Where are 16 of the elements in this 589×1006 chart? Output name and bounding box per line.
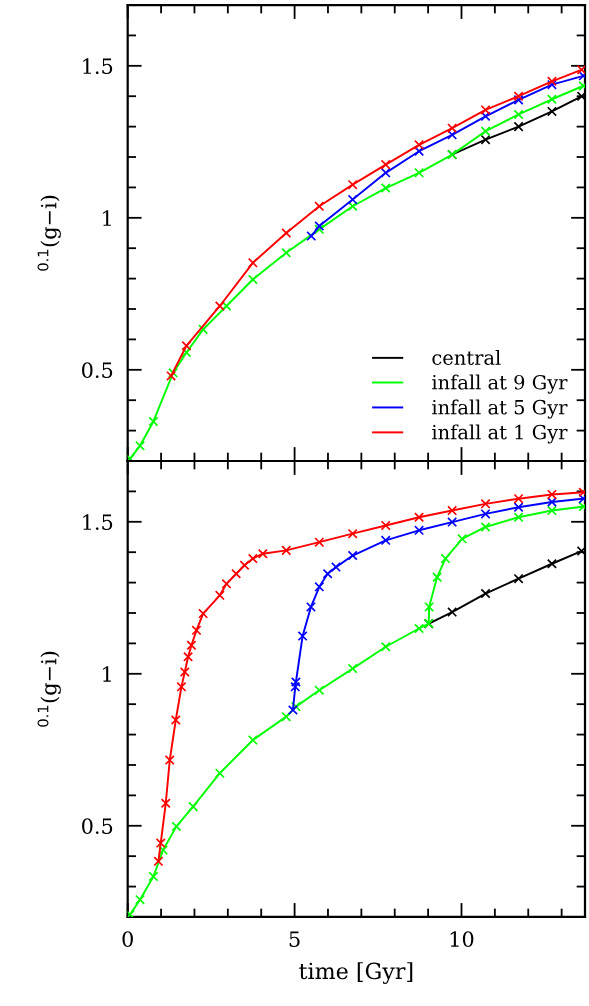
y-axis-title: $^{0.1}$(g−i)	[37, 651, 61, 727]
y-tick-label: 0.5	[82, 362, 113, 379]
y-tick-label: 1	[103, 666, 111, 682]
x-tick-label: 10	[450, 931, 474, 947]
y-tick-label: 1.5	[83, 58, 113, 75]
legend-label: infall at 1 Gyr	[432, 424, 568, 444]
x-tick-label: 5	[289, 931, 300, 947]
y-tick-label: 1	[103, 210, 111, 226]
y-tick-label: 0.5	[82, 818, 113, 834]
y-axis-title: $^{0.1}$(g−i)	[37, 195, 61, 271]
legend-label: infall at 9 Gyr	[432, 374, 568, 394]
legend-label: central	[432, 349, 501, 365]
legend-label: infall at 5 Gyr	[432, 399, 568, 419]
x-axis-title: time [Gyr]	[299, 962, 413, 984]
y-tick-label: 1.5	[83, 514, 113, 531]
x-tick-label: 0	[122, 931, 133, 947]
